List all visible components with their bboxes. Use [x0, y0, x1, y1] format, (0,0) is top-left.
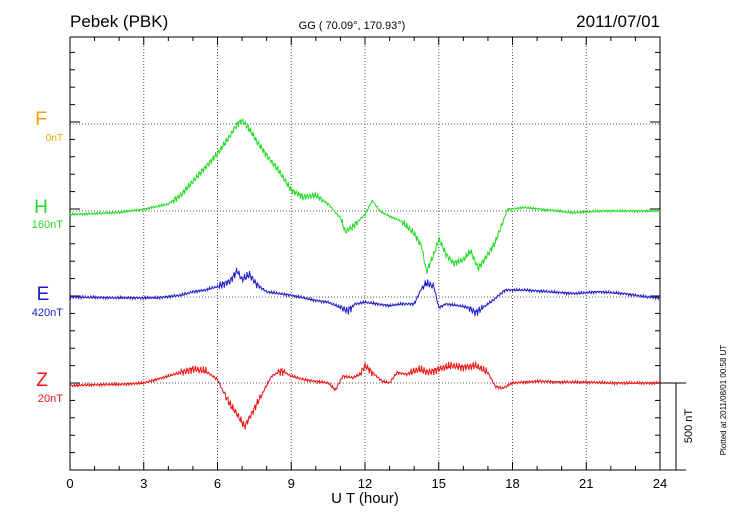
- x-tick-label-12: 12: [358, 476, 372, 491]
- x-tick-labels: 0 3 6 9 12 15 18 21 24: [66, 476, 667, 491]
- series-offset-z: 20nT: [38, 393, 63, 405]
- scale-bar-label: 500 nT: [683, 409, 695, 444]
- series-name-e: E: [37, 284, 50, 305]
- series-offset-h: 160nT: [32, 219, 63, 231]
- series-name-z: Z: [36, 370, 48, 391]
- coordinates-label: GG ( 70.09°, 170.93°): [299, 20, 406, 32]
- x-tick-label-3: 3: [140, 476, 147, 491]
- series-name-f: F: [35, 109, 47, 130]
- x-tick-label-9: 9: [288, 476, 295, 491]
- scale-bar: [660, 382, 686, 471]
- series-offset-f: 0nT: [46, 133, 63, 144]
- trace-h: [69, 118, 661, 274]
- date-title: 2011/07/01: [576, 12, 660, 31]
- station-title: Pebek (PBK): [70, 12, 168, 31]
- grid: [70, 37, 660, 470]
- plotted-timestamp: Plotted at 2011/08/01 00:58 UT: [719, 345, 728, 456]
- x-tick-label-18: 18: [505, 476, 519, 491]
- x-tick-label-15: 15: [432, 476, 446, 491]
- x-tick-label-21: 21: [579, 476, 593, 491]
- x-tick-label-0: 0: [66, 476, 73, 491]
- x-axis-label: U T (hour): [331, 490, 399, 507]
- x-tick-label-24: 24: [653, 476, 667, 491]
- series-name-h: H: [34, 197, 48, 218]
- x-tick-label-6: 6: [214, 476, 221, 491]
- axis-ticks: [69, 37, 661, 471]
- traces: [69, 118, 661, 430]
- trace-e: [69, 267, 661, 317]
- trace-z: [69, 361, 661, 430]
- series-offset-e: 420nT: [32, 307, 63, 319]
